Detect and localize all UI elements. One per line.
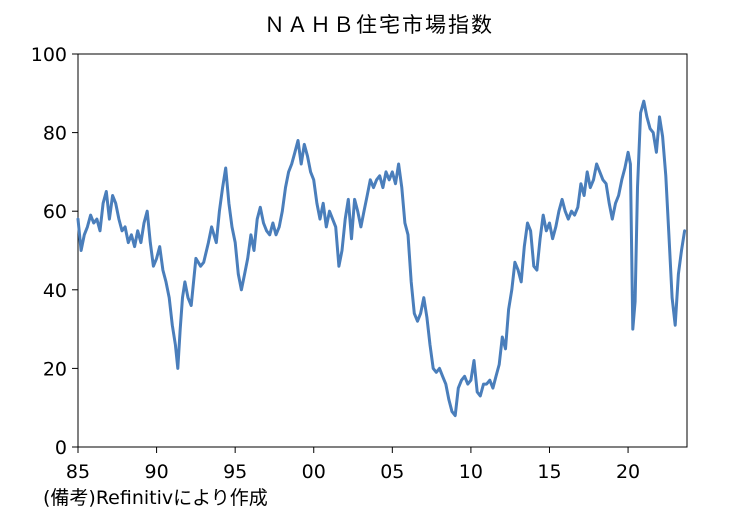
- source-note: (備考)Refinitivにより作成: [43, 487, 268, 509]
- series-line-nahb-index: [76, 99, 687, 418]
- x-axis: 85 90 95 00 05 10 15 20: [66, 447, 640, 483]
- x-tick-label: 20: [616, 461, 640, 483]
- x-tick-label: 05: [380, 461, 404, 483]
- x-tick-label: 00: [302, 461, 326, 483]
- x-tick-label: 10: [459, 461, 483, 483]
- chart-title: ＮＡＨＢ住宅市場指数: [264, 13, 494, 37]
- y-tick-label: 20: [43, 358, 67, 380]
- y-tick-label: 0: [55, 437, 67, 459]
- series-layer: [76, 99, 687, 418]
- y-tick-label: 80: [43, 123, 67, 145]
- plot-area-border: [77, 53, 688, 448]
- x-tick-label: 85: [66, 461, 90, 483]
- y-tick-label: 60: [43, 201, 67, 223]
- y-axis: 0 20 40 60 80 100: [31, 44, 78, 459]
- x-tick-label: 15: [537, 461, 561, 483]
- y-tick-label: 40: [43, 280, 67, 302]
- x-tick-label: 95: [223, 461, 247, 483]
- x-tick-label: 90: [144, 461, 168, 483]
- y-tick-label: 100: [31, 44, 67, 66]
